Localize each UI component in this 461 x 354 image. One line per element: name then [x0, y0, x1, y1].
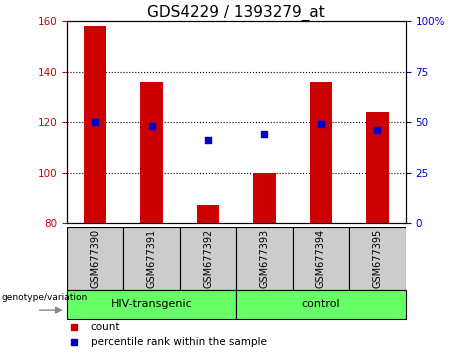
Text: GSM677395: GSM677395 [372, 229, 383, 288]
Bar [253, 173, 276, 223]
Text: HIV-transgenic: HIV-transgenic [111, 299, 192, 309]
FancyBboxPatch shape [236, 227, 293, 290]
Text: percentile rank within the sample: percentile rank within the sample [90, 337, 266, 348]
FancyBboxPatch shape [293, 227, 349, 290]
Point [261, 131, 268, 137]
Bar [140, 82, 163, 223]
FancyBboxPatch shape [67, 227, 123, 290]
Text: GSM677391: GSM677391 [147, 229, 157, 288]
Point [374, 127, 381, 133]
FancyBboxPatch shape [349, 227, 406, 290]
Text: GSM677393: GSM677393 [260, 229, 270, 288]
Text: control: control [301, 299, 340, 309]
Bar [197, 205, 219, 223]
Bar [366, 112, 389, 223]
Text: GSM677390: GSM677390 [90, 229, 100, 288]
Point [91, 119, 99, 125]
Point [148, 123, 155, 129]
Title: GDS4229 / 1393279_at: GDS4229 / 1393279_at [148, 5, 325, 21]
Text: count: count [90, 321, 120, 332]
Text: GSM677394: GSM677394 [316, 229, 326, 288]
FancyBboxPatch shape [236, 290, 406, 319]
Point [204, 137, 212, 143]
Text: genotype/variation: genotype/variation [1, 293, 88, 302]
Text: GSM677392: GSM677392 [203, 229, 213, 288]
FancyBboxPatch shape [123, 227, 180, 290]
Point [317, 121, 325, 127]
Bar [84, 26, 106, 223]
FancyBboxPatch shape [180, 227, 236, 290]
Bar [310, 82, 332, 223]
FancyBboxPatch shape [67, 290, 236, 319]
